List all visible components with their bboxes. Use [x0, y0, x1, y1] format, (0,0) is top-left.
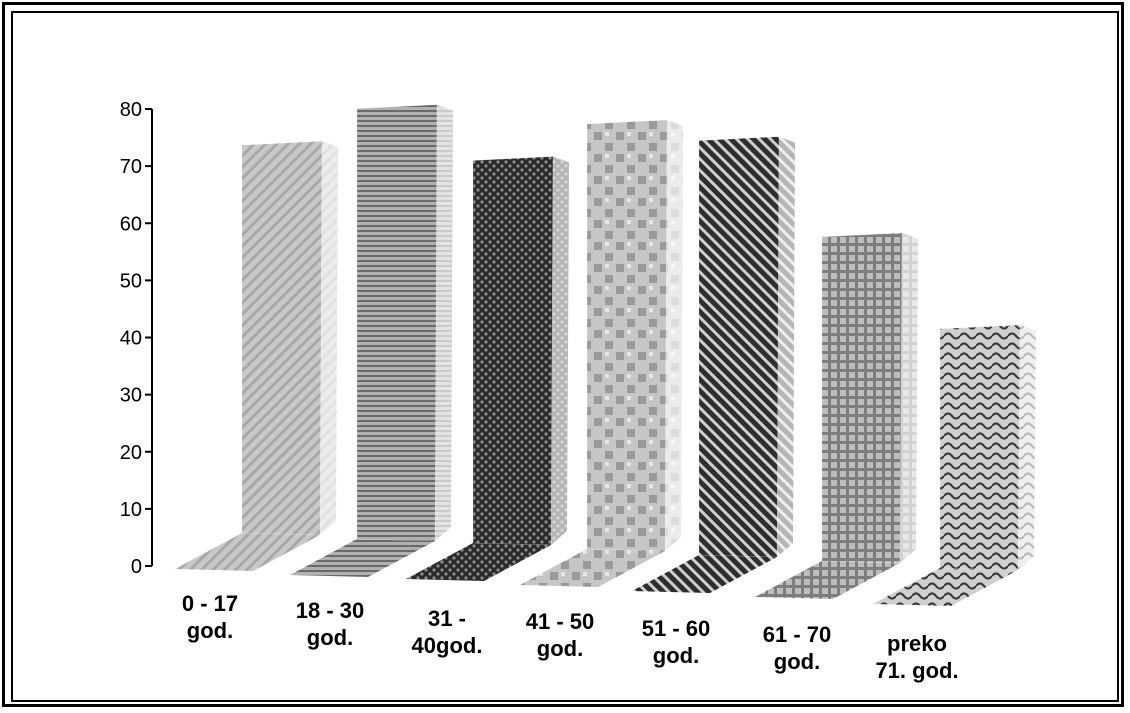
y-axis: 0 10 20 30 40 50 60 70 80 [120, 99, 153, 578]
category-label-line: god. [186, 618, 234, 643]
category-label-line: 18 - 30 [295, 598, 365, 623]
category-label-line: preko [887, 631, 947, 656]
bar-3 [520, 119, 683, 587]
y-tick-label: 20 [120, 442, 142, 464]
bar-floor [520, 549, 665, 587]
category-label-line: 71. god. [875, 658, 959, 683]
category-label-line: god. [652, 643, 700, 668]
bar-side [320, 141, 338, 535]
y-tick-label: 60 [120, 213, 142, 235]
bar-side [551, 156, 569, 545]
category-label: preko 71. god. [857, 630, 977, 684]
bar-1 [290, 104, 453, 577]
bar-floor [290, 539, 435, 577]
category-label-line: 61 - 70 [762, 622, 832, 647]
bar-5 [755, 232, 918, 599]
bar-2 [406, 156, 569, 581]
category-label: 61 - 70 god. [737, 621, 857, 675]
y-tick-label: 40 [120, 328, 142, 350]
ribbon-series [175, 104, 1036, 606]
bar-side [435, 104, 453, 542]
y-tick-label: 10 [120, 499, 142, 521]
bar-side [777, 136, 795, 558]
inner-frame [11, 11, 1119, 702]
bar-side [665, 119, 683, 552]
category-label: 51 - 60 god. [616, 615, 736, 669]
bar-floor [755, 561, 900, 599]
bar-wall [356, 104, 438, 542]
bar-wall [821, 232, 903, 564]
category-label-line: 0 - 17 [181, 591, 239, 616]
bar-side [900, 232, 918, 563]
category-label-line: 40god. [411, 633, 483, 658]
y-tick-label: 70 [120, 156, 142, 178]
category-label: 41 - 50 god. [500, 608, 620, 662]
bar-wall [472, 156, 554, 546]
y-tick-label: 80 [120, 99, 142, 121]
category-label-line: 41 - 50 [525, 609, 595, 634]
category-label: 18 - 30 god. [270, 597, 390, 651]
category-label-line: 31 - [428, 606, 466, 631]
y-tick-label: 0 [131, 556, 142, 578]
bar-side [1018, 324, 1036, 570]
category-label-line: god. [536, 636, 584, 661]
category-label-line: 51 - 60 [641, 616, 711, 641]
bar-6 [873, 324, 1036, 606]
bar-wall [241, 140, 323, 536]
bar-4 [632, 136, 795, 593]
category-label: 0 - 17 god. [150, 590, 270, 644]
bar-floor [175, 533, 320, 571]
bar-wall [586, 119, 668, 552]
y-tick-label: 30 [120, 385, 142, 407]
bar-wall [698, 136, 780, 558]
bar-floor [873, 568, 1018, 606]
bar-floor [632, 555, 777, 593]
category-label-line: god. [773, 649, 821, 674]
bar-floor [406, 543, 551, 581]
y-tick-label: 50 [120, 270, 142, 292]
category-label: 31 -40god. [387, 605, 507, 659]
bar-wall [939, 324, 1021, 571]
category-label-line: god. [306, 625, 354, 650]
bar-0 [175, 140, 338, 571]
